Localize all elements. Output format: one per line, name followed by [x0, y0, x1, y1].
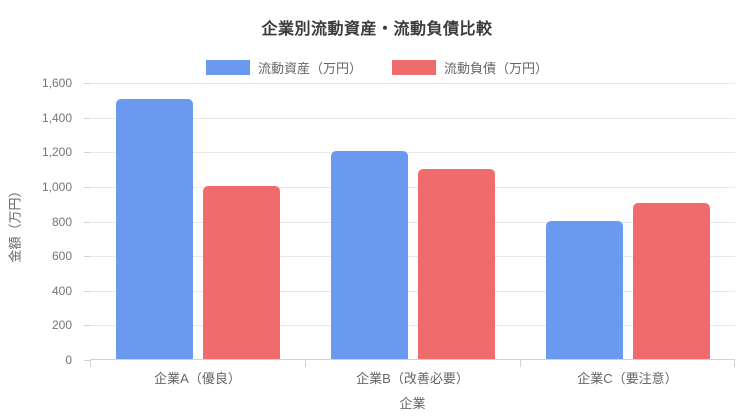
bar-group-1 — [305, 83, 520, 359]
legend-label: 流動資産（万円） — [257, 61, 362, 76]
legend-item-series-1[interactable]: 流動負債（万円） — [392, 58, 548, 77]
y-tick-label: 600 — [51, 249, 72, 264]
y-tick-mark — [84, 117, 90, 119]
x-axis-title: 企業 — [399, 396, 426, 411]
legend-label: 流動負債（万円） — [444, 61, 549, 76]
y-tick-mark — [84, 325, 90, 327]
gridline — [90, 325, 735, 327]
x-tick-label-0: 企業A（優良） — [154, 371, 241, 386]
y-tick-label: 1,600 — [41, 76, 72, 90]
gridline — [90, 256, 735, 258]
y-tick-mark — [84, 256, 90, 258]
y-tick-mark — [84, 221, 90, 223]
bar-series-1-category-2[interactable] — [632, 203, 710, 359]
bar-series-0-category-0[interactable] — [115, 99, 193, 359]
y-tick-label: 400 — [51, 283, 72, 298]
bar-groups — [90, 83, 735, 359]
gridline — [90, 117, 735, 119]
x-tick-label-2: 企業C（要注意） — [577, 371, 678, 386]
gridline — [90, 152, 735, 154]
x-boundary-tick — [734, 360, 735, 367]
plot-area — [90, 83, 735, 360]
bar-series-0-category-2[interactable] — [545, 220, 623, 359]
bar-series-1-category-0[interactable] — [202, 185, 280, 359]
legend-swatch-icon — [205, 60, 250, 75]
gridline — [90, 186, 735, 188]
y-tick-mark — [84, 360, 90, 361]
bar-group-2 — [520, 83, 735, 359]
y-tick-mark — [84, 290, 90, 292]
x-boundary-tick — [520, 360, 521, 367]
y-tick-label: 0 — [65, 353, 72, 367]
gridline — [90, 290, 735, 292]
gridline — [90, 83, 735, 84]
y-axis-ticks: 0 200 400 600 800 1,000 1,200 1,400 1,600 — [0, 76, 90, 367]
y-tick-label: 1,000 — [41, 179, 72, 194]
y-tick-label: 200 — [51, 318, 72, 333]
x-axis-line — [90, 359, 735, 360]
x-tick-label-1: 企業B（改善必要） — [356, 371, 469, 386]
x-boundary-tick — [305, 360, 306, 367]
x-boundary-tick — [90, 360, 91, 367]
bar-group-0 — [90, 83, 305, 359]
x-axis-labels: 企業A（優良） 企業B（改善必要） 企業C（要注意） — [90, 368, 735, 387]
chart-title: 企業別流動資産・流動負債比較 — [261, 21, 493, 38]
bar-series-0-category-1[interactable] — [330, 151, 408, 359]
y-tick-label: 1,400 — [41, 110, 72, 125]
legend-item-series-0[interactable]: 流動資産（万円） — [205, 58, 362, 77]
y-tick-mark — [84, 83, 90, 84]
y-tick-label: 800 — [51, 214, 72, 229]
y-tick-mark — [84, 152, 90, 154]
y-tick-mark — [84, 186, 90, 188]
bar-series-1-category-1[interactable] — [417, 168, 495, 359]
legend-swatch-icon — [392, 60, 436, 75]
chart-legend: 流動資産（万円） 流動負債（万円） — [0, 58, 754, 77]
y-tick-label: 1,200 — [41, 145, 72, 160]
gridline — [90, 221, 735, 223]
